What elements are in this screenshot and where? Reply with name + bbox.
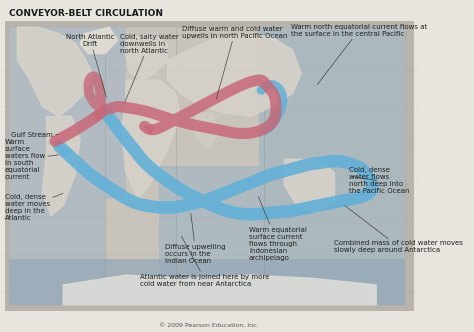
Polygon shape [80,27,118,53]
Polygon shape [122,80,180,199]
Text: Gulf Stream: Gulf Stream [11,131,58,137]
Polygon shape [168,34,301,117]
Polygon shape [9,259,405,305]
Polygon shape [18,27,92,117]
Polygon shape [42,117,80,215]
Polygon shape [126,34,168,80]
Polygon shape [63,275,376,305]
Text: © 2009 Pearson Education, Inc.: © 2009 Pearson Education, Inc. [159,323,259,328]
Text: CONVEYOR-BELT CIRCULATION: CONVEYOR-BELT CIRCULATION [9,9,163,18]
Polygon shape [159,166,259,305]
Polygon shape [5,21,414,311]
Text: North Atlantic
Drift: North Atlantic Drift [66,34,115,97]
Polygon shape [42,117,80,215]
Polygon shape [126,34,168,80]
Text: Atlantic water is joined here by more
cold water from near Antarctica: Atlantic water is joined here by more co… [140,236,270,287]
Polygon shape [122,80,180,199]
Text: Warm north equatorial current flows at
the surface in the central Pacific: Warm north equatorial current flows at t… [291,24,427,84]
Text: Warm
surface
waters flow
in south
equatorial
current: Warm surface waters flow in south equato… [5,139,58,180]
Polygon shape [192,113,218,149]
Polygon shape [284,159,335,212]
Text: Diffuse warm and cold water
upwells in north Pacific Ocean: Diffuse warm and cold water upwells in n… [182,26,288,99]
Polygon shape [18,27,92,117]
Text: Cold, salty water
downwells in
north Atlantic: Cold, salty water downwells in north Atl… [119,34,178,102]
Text: Warm equatorial
surface current
flows through
Indonesian
archipelago: Warm equatorial surface current flows th… [249,197,307,261]
Polygon shape [9,27,405,305]
Polygon shape [284,159,335,212]
Polygon shape [9,27,126,305]
Polygon shape [168,34,301,117]
Text: Diffuse upwelling
occurs in the
Indian Ocean: Diffuse upwelling occurs in the Indian O… [165,213,226,264]
Text: Cold, dense
water moves
deep in the
Atlantic: Cold, dense water moves deep in the Atla… [5,194,63,221]
Polygon shape [259,27,405,305]
Text: Cold, dense
water flows
north deep into
the Pacific Ocean: Cold, dense water flows north deep into … [349,167,410,194]
Text: Combined mass of cold water moves
slowly deep around Antarctica: Combined mass of cold water moves slowly… [335,206,463,254]
